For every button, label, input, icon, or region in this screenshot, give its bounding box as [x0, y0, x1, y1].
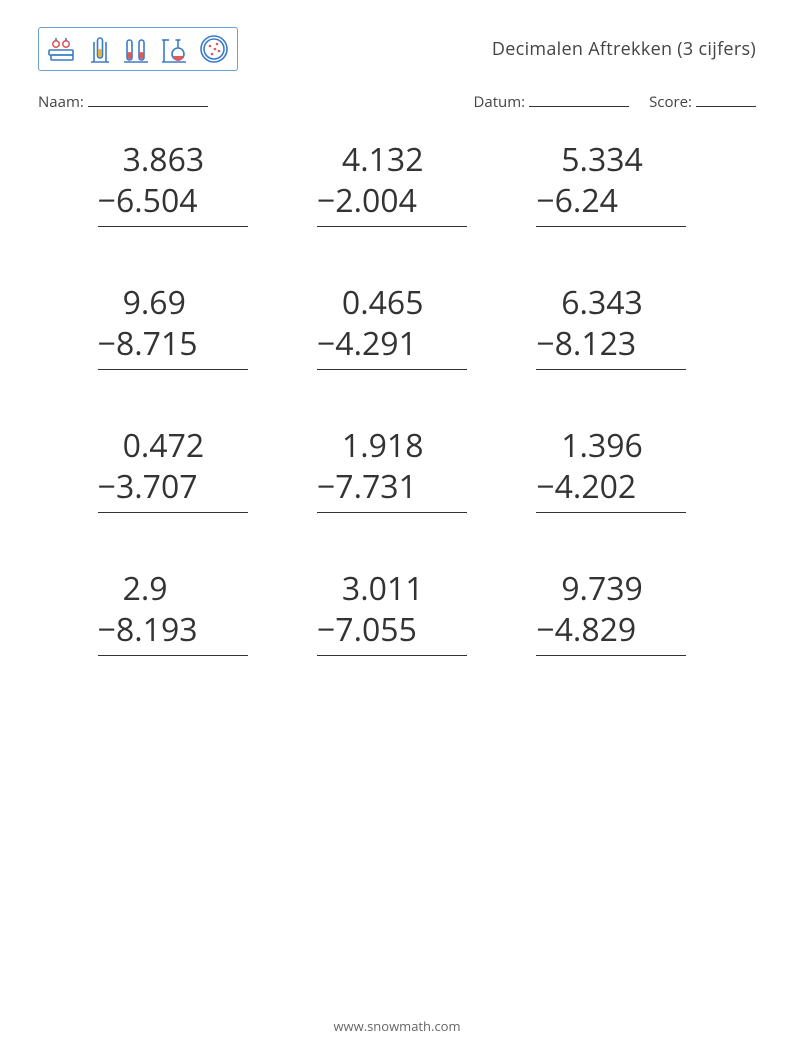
answer-rule [317, 512, 467, 513]
problem: 9.69−8.715 [98, 283, 258, 370]
subtrahend: −7.731 [317, 467, 417, 508]
test-tube-icon [87, 32, 113, 66]
minuend: 0.465 [317, 283, 424, 324]
subtrahend: −4.291 [317, 324, 417, 365]
minuend: 0.472 [98, 426, 205, 467]
problems-grid: 3.863−6.504 4.132−2.004 5.334−6.24 9.69−… [38, 140, 756, 656]
problem: 1.918−7.731 [317, 426, 477, 513]
problem: 5.334−6.24 [536, 140, 696, 227]
date-label: Datum: [473, 92, 525, 112]
minuend: 9.739 [536, 569, 643, 610]
subtrahend: −6.504 [98, 181, 198, 222]
problem: 1.396−4.202 [536, 426, 696, 513]
worksheet-title: Decimalen Aftrekken (3 cijfers) [492, 37, 756, 61]
answer-rule [317, 226, 467, 227]
answer-rule [98, 512, 248, 513]
subtrahend: −8.193 [98, 610, 198, 651]
answer-rule [98, 226, 248, 227]
problem: 2.9−8.193 [98, 569, 258, 656]
header-row: Decimalen Aftrekken (3 cijfers) [38, 24, 756, 74]
answer-rule [536, 655, 686, 656]
answer-rule [317, 369, 467, 370]
minuend: 3.863 [98, 140, 205, 181]
footer-url: www.snowmath.com [0, 1017, 794, 1035]
problem: 3.863−6.504 [98, 140, 258, 227]
meta-row: Naam: Datum: Score: [38, 92, 756, 112]
minuend: 4.132 [317, 140, 424, 181]
problem: 3.011−7.055 [317, 569, 477, 656]
books-icon [45, 32, 79, 66]
subtrahend: −4.829 [536, 610, 636, 651]
beakers-icon [121, 32, 151, 66]
subtrahend: −7.055 [317, 610, 417, 651]
petri-dish-icon [197, 32, 231, 66]
problem: 0.465−4.291 [317, 283, 477, 370]
subtrahend: −8.715 [98, 324, 198, 365]
science-icons-box [38, 27, 238, 71]
answer-rule [536, 369, 686, 370]
name-blank-line [88, 93, 208, 107]
date-blank-line [529, 93, 629, 107]
problem: 4.132−2.004 [317, 140, 477, 227]
minuend: 6.343 [536, 283, 643, 324]
answer-rule [317, 655, 467, 656]
minuend: 3.011 [317, 569, 424, 610]
score-label: Score: [649, 92, 692, 112]
subtrahend: −6.24 [536, 181, 618, 222]
problem: 6.343−8.123 [536, 283, 696, 370]
problem: 0.472−3.707 [98, 426, 258, 513]
answer-rule [98, 655, 248, 656]
minuend: 1.396 [536, 426, 643, 467]
subtrahend: −4.202 [536, 467, 636, 508]
subtrahend: −8.123 [536, 324, 636, 365]
minuend: 9.69 [98, 283, 186, 324]
answer-rule [536, 226, 686, 227]
subtrahend: −3.707 [98, 467, 198, 508]
minuend: 5.334 [536, 140, 643, 181]
minuend: 2.9 [98, 569, 168, 610]
answer-rule [536, 512, 686, 513]
minuend: 1.918 [317, 426, 424, 467]
problem: 9.739−4.829 [536, 569, 696, 656]
flask-icon [159, 32, 189, 66]
score-blank-line [696, 93, 756, 107]
answer-rule [98, 369, 248, 370]
subtrahend: −2.004 [317, 181, 417, 222]
name-label: Naam: [38, 92, 84, 112]
